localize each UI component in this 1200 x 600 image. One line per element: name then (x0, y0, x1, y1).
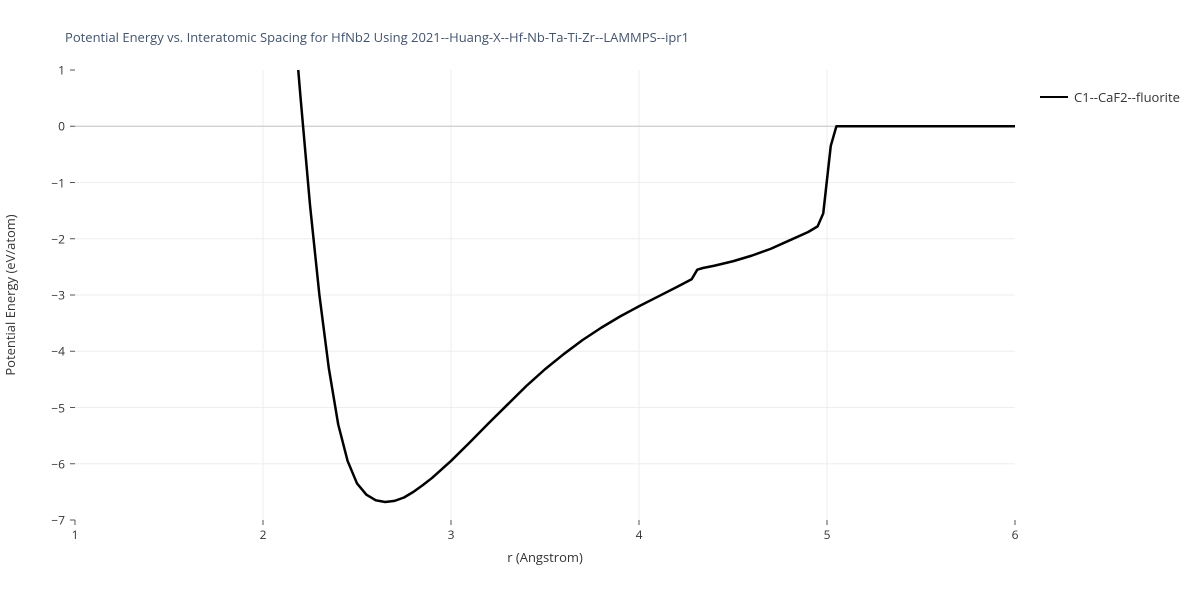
y-tick-label: −5 (51, 399, 65, 416)
y-tick-label: 0 (58, 118, 65, 135)
series-line (298, 70, 1015, 502)
x-tick-label: 4 (636, 526, 643, 543)
x-axis-label: r (Angstrom) (507, 548, 583, 566)
y-tick-label: −7 (51, 512, 65, 529)
y-tick-label: −1 (51, 174, 65, 191)
legend-swatch (1040, 96, 1068, 98)
chart-title: Potential Energy vs. Interatomic Spacing… (65, 28, 689, 46)
x-tick-label: 5 (824, 526, 831, 543)
x-tick-label: 3 (448, 526, 455, 543)
y-tick-label: −2 (51, 230, 65, 247)
y-axis-label: Potential Energy (eV/atom) (1, 214, 19, 375)
y-tick-label: 1 (58, 62, 65, 79)
y-tick-label: −4 (51, 343, 65, 360)
legend-series-label: C1--CaF2--fluorite (1074, 88, 1180, 106)
plot-area (75, 70, 1015, 520)
legend: C1--CaF2--fluorite (1040, 88, 1180, 106)
y-tick-label: −3 (51, 287, 65, 304)
y-tick-label: −6 (51, 455, 65, 472)
x-tick-label: 1 (72, 526, 79, 543)
x-tick-label: 2 (260, 526, 267, 543)
x-tick-label: 6 (1012, 526, 1019, 543)
